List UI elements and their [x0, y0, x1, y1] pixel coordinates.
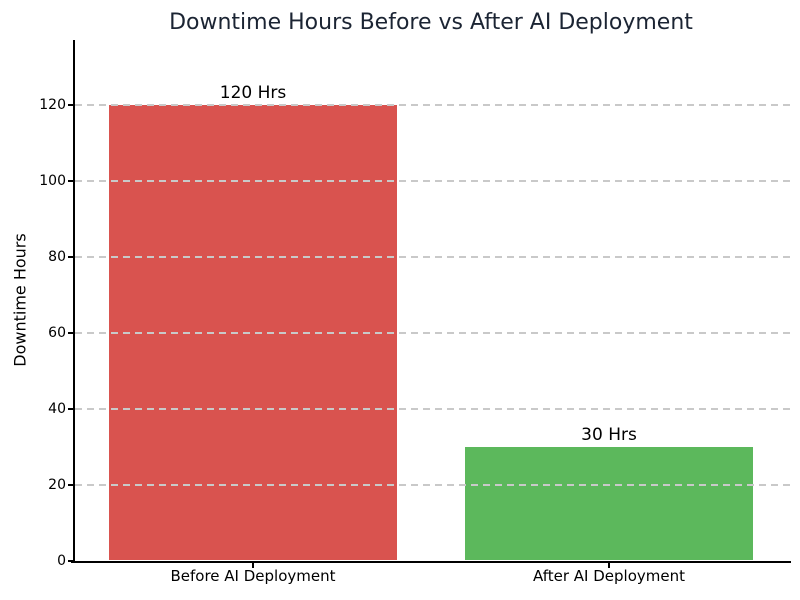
y-axis-spine	[73, 40, 75, 563]
y-tick-mark	[68, 407, 75, 410]
y-tick-label: 100	[39, 172, 66, 189]
y-tick-label: 20	[48, 476, 66, 493]
y-tick-mark	[68, 103, 75, 106]
y-tick-mark	[68, 179, 75, 182]
y-tick-mark	[68, 255, 75, 258]
gridline	[75, 255, 791, 258]
chart-title: Downtime Hours Before vs After AI Deploy…	[169, 10, 693, 35]
bar-value-label: 120 Hrs	[219, 82, 287, 103]
y-tick-mark	[68, 483, 75, 486]
bar-after-ai-deployment	[464, 446, 754, 560]
y-tick-mark	[68, 331, 75, 334]
gridline	[75, 331, 791, 334]
gridline	[75, 179, 791, 182]
x-tick-label: After AI Deployment	[533, 567, 685, 585]
gridline	[75, 483, 791, 486]
bar-value-label: 30 Hrs	[581, 424, 637, 445]
y-axis-label: Downtime Hours	[10, 233, 30, 367]
x-axis-spine	[71, 561, 791, 563]
y-tick-label: 0	[57, 553, 66, 569]
y-tick-label: 80	[48, 248, 66, 265]
x-tick-mark	[608, 561, 610, 568]
x-tick-mark	[252, 561, 254, 568]
x-tick-label: Before AI Deployment	[170, 567, 336, 585]
y-tick-label: 60	[48, 324, 66, 341]
y-tick-label: 120	[39, 96, 66, 113]
gridline	[75, 103, 791, 106]
y-tick-label: 40	[48, 400, 66, 417]
gridline	[75, 407, 791, 410]
